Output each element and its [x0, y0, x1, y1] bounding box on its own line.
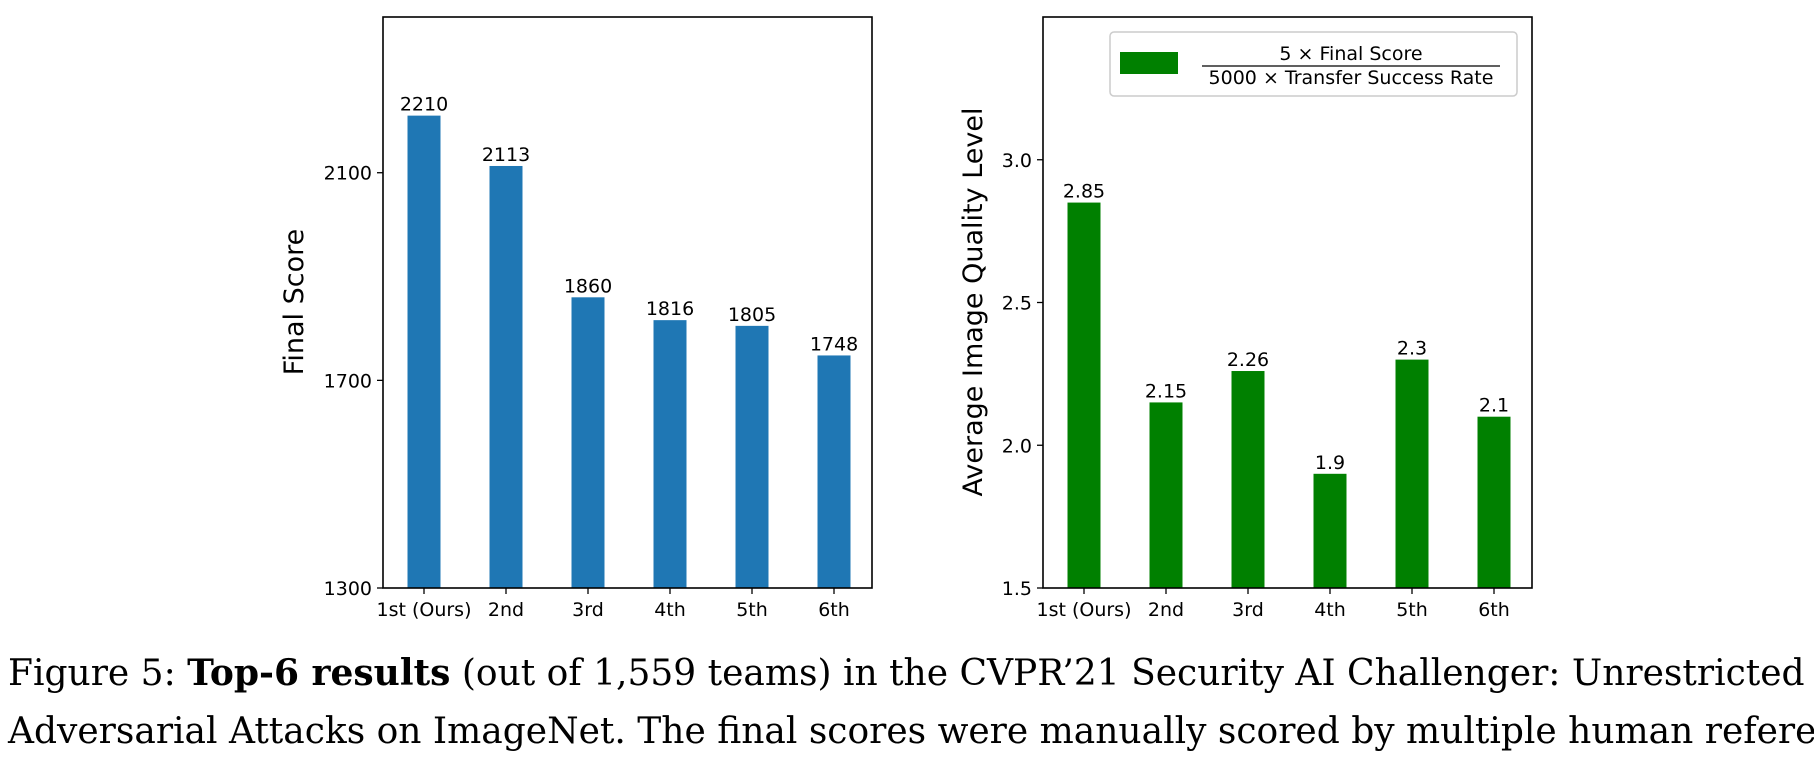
final-score-value-labels: 2210 2113 1860 1816 1805 1748 [400, 94, 858, 356]
legend-numerator: 5 × Final Score [1279, 43, 1422, 65]
x-tick-label-2: 2nd [488, 599, 524, 621]
figure-charts: 2210 2113 1860 1816 1805 1748 1300 1700 2100 1s… [279, 16, 1533, 621]
bar-value-label-6: 2.1 [1479, 395, 1509, 417]
x-tick-label-1: 1st (Ours) [1036, 599, 1131, 621]
bar-value-label-4: 1.9 [1315, 452, 1345, 474]
x-tick-label-3: 3rd [1232, 599, 1264, 621]
final-score-y-axis-label: Final Score [279, 229, 310, 375]
x-tick-label-5: 5th [736, 599, 768, 621]
image-quality-legend: 5 × Final Score 5000 × Transfer Success … [1109, 31, 1518, 97]
y-tick-label-3: 2100 [324, 163, 372, 185]
caption-bold-text: Top-6 results [187, 652, 451, 694]
bar-value-label-1: 2.85 [1063, 181, 1105, 203]
bar-2 [489, 165, 523, 588]
figure-caption: Figure 5: Top-6 results (out of 1,559 te… [8, 644, 1814, 761]
bar-6 [1477, 416, 1511, 588]
bar-4 [653, 320, 687, 588]
y-tick-label-3: 2.5 [1002, 293, 1032, 315]
image-quality-value-labels: 2.85 2.15 2.26 1.9 2.3 2.1 [1063, 181, 1509, 474]
y-tick-label-1: 1300 [324, 578, 372, 600]
x-tick-label-1: 1st (Ours) [376, 599, 471, 621]
bar-5 [1395, 359, 1429, 588]
x-tick-label-4: 4th [1314, 599, 1346, 621]
bar-6 [817, 355, 851, 588]
x-tick-label-6: 6th [818, 599, 850, 621]
bar-3 [571, 297, 605, 588]
y-tick-label-1: 1.5 [1002, 578, 1032, 600]
bar-value-label-3: 2.26 [1227, 349, 1269, 371]
final-score-y-ticks: 1300 1700 2100 [324, 163, 383, 600]
x-tick-label-4: 4th [654, 599, 686, 621]
x-tick-label-3: 3rd [572, 599, 604, 621]
bar-3 [1231, 371, 1265, 588]
x-tick-label-5: 5th [1396, 599, 1428, 621]
bar-value-label-5: 1805 [728, 304, 776, 326]
final-score-chart: 2210 2113 1860 1816 1805 1748 1300 1700 2100 1s… [279, 16, 873, 621]
caption-figure-label: Figure 5: [8, 653, 188, 694]
legend-denominator: 5000 × Transfer Success Rate [1209, 67, 1494, 89]
bar-1 [407, 115, 441, 589]
final-score-bars [407, 115, 851, 589]
bar-4 [1313, 473, 1347, 588]
image-quality-chart: 2.85 2.15 2.26 1.9 2.3 2.1 1.5 2.0 2.5 3.0 1st (… [958, 16, 1533, 621]
caption-line-1: Figure 5: Top-6 results (out of 1,559 te… [8, 644, 1808, 703]
caption-line-2: Adversarial Attacks on ImageNet. The fin… [8, 711, 1814, 752]
image-quality-y-ticks: 1.5 2.0 2.5 3.0 [1002, 150, 1043, 600]
image-quality-x-ticks: 1st (Ours) 2nd 3rd 4th 5th 6th [1036, 588, 1510, 621]
x-tick-label-2: 2nd [1148, 599, 1184, 621]
bar-2 [1149, 402, 1183, 588]
image-quality-plot-frame [1042, 16, 1533, 589]
caption-line-1-rest: (out of 1,559 teams) in the CVPR’21 Secu… [450, 653, 1805, 694]
bar-value-label-5: 2.3 [1397, 338, 1427, 360]
bar-1 [1067, 202, 1101, 588]
image-quality-bars [1067, 202, 1511, 588]
y-tick-label-4: 3.0 [1002, 150, 1032, 172]
final-score-plot-frame [382, 16, 873, 589]
bar-value-label-2: 2113 [482, 144, 530, 166]
legend-swatch [1120, 52, 1178, 74]
bar-value-label-2: 2.15 [1145, 380, 1187, 402]
bar-value-label-4: 1816 [646, 298, 694, 320]
legend-frame [1109, 31, 1518, 97]
y-tick-label-2: 2.0 [1002, 435, 1032, 457]
bar-value-label-1: 2210 [400, 94, 448, 116]
image-quality-y-axis-label: Average Image Quality Level [958, 108, 989, 497]
final-score-x-ticks: 1st (Ours) 2nd 3rd 4th 5th 6th [376, 588, 850, 621]
bar-5 [735, 325, 769, 588]
x-tick-label-6: 6th [1478, 599, 1510, 621]
bar-value-label-3: 1860 [564, 275, 612, 297]
bar-value-label-6: 1748 [810, 333, 858, 355]
y-tick-label-2: 1700 [324, 370, 372, 392]
